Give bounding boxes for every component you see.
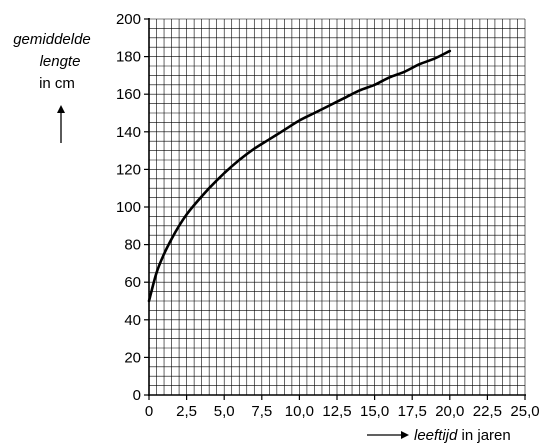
y-tick-label: 200 (116, 11, 141, 28)
x-tick-label: 15,0 (360, 403, 389, 420)
y-tick-label: 120 (116, 161, 141, 178)
data-series (147, 49, 452, 303)
y-tick-label: 40 (124, 312, 141, 329)
x-tick-label: 25,0 (510, 403, 539, 420)
x-tick-label: 10,0 (285, 403, 314, 420)
x-tick-label: 12,5 (322, 403, 351, 420)
y-tick-labels: 0 20 40 60 80 100 120 140 160 180 200 (116, 11, 141, 404)
x-tick-label: 5,0 (214, 403, 235, 420)
x-tick-label: 0 (145, 403, 153, 420)
y-tick-label: 80 (124, 237, 141, 254)
growth-curve-line (147, 49, 452, 303)
y-tick-label: 60 (124, 274, 141, 291)
y-axis-arrow-icon (57, 105, 65, 143)
y-tick-label: 160 (116, 86, 141, 103)
x-tick-label: 22,5 (473, 403, 502, 420)
y-tick-label: 140 (116, 124, 141, 141)
minor-grid (148, 18, 526, 396)
x-axis-label: leeftijd in jaren (414, 427, 511, 444)
x-axis-label-rest: in jaren (457, 427, 510, 444)
x-tick-label: 7,5 (251, 403, 272, 420)
y-axis-label-line3: in cm (39, 75, 75, 92)
y-tick-label: 100 (116, 199, 141, 216)
axes (144, 18, 526, 400)
y-tick-label: 0 (133, 387, 141, 404)
x-axis-arrow-icon (367, 431, 409, 439)
y-axis-label-line1: gemiddelde (13, 31, 91, 48)
x-tick-label: 17,5 (398, 403, 427, 420)
y-tick-label: 180 (116, 49, 141, 66)
x-tick-label: 2,5 (176, 403, 197, 420)
x-axis-label-italic: leeftijd (414, 427, 458, 444)
y-tick-label: 20 (124, 349, 141, 366)
y-axis-label-line2: lengte (40, 53, 81, 70)
x-tick-label: 20,0 (435, 403, 464, 420)
x-tick-labels: 0 2,5 5,0 7,5 10,0 12,5 15,0 17,5 20,0 22,5 25,0 (145, 403, 540, 420)
